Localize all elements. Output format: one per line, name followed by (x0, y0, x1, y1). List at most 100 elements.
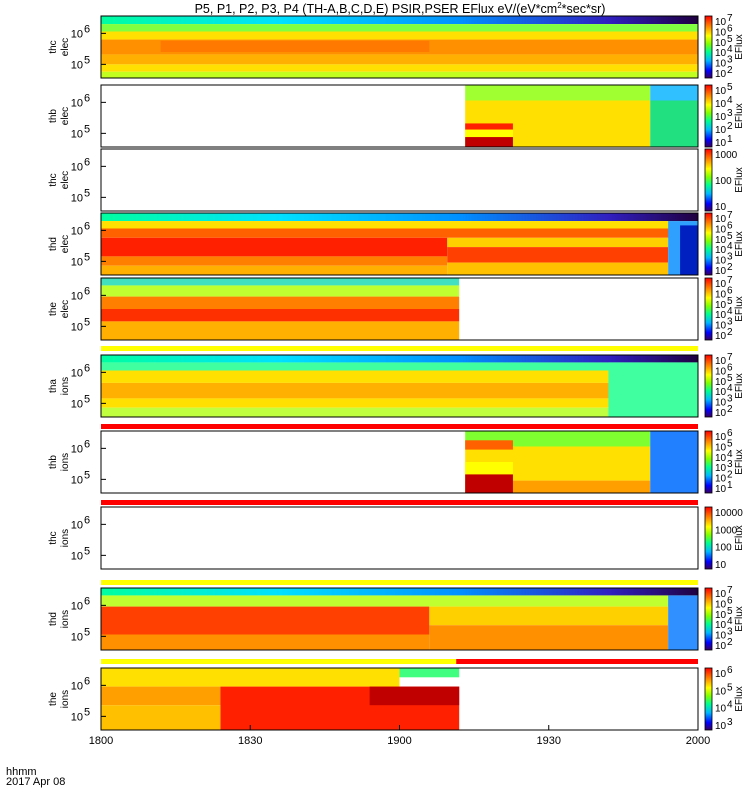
colorbar (704, 212, 713, 276)
spectrogram-cell (101, 228, 698, 238)
spectrogram-cell (680, 225, 698, 275)
spectrogram-cell (650, 431, 698, 493)
panel-species-label: ions (60, 690, 71, 708)
colorbar-tick-exponent: 3 (727, 55, 733, 66)
panel-probe-label: thc (48, 531, 59, 544)
panel-probe-label: the (48, 302, 59, 316)
colorbar-tick-label: 10 (715, 289, 727, 300)
y-tick-exponent: 6 (84, 23, 90, 35)
colorbar-tick-label: 10 (715, 256, 727, 267)
spectrogram-cell (447, 237, 669, 248)
colorbar-tick-exponent: 7 (727, 210, 733, 221)
colorbar-tick-exponent: 6 (727, 362, 733, 373)
panel-species-label: elec (60, 38, 71, 56)
spectrogram-cell (101, 237, 448, 257)
y-tick-exponent: 6 (84, 220, 90, 232)
colorbar-tick-label: 10 (715, 86, 727, 97)
colorbar (704, 148, 713, 212)
colorbar-tick-label: 10000 (715, 508, 743, 519)
colorbar-tick-label: 10 (715, 366, 727, 377)
spectrogram-cell (101, 370, 698, 383)
colorbar-label: EFlux (734, 103, 745, 129)
colorbar-tick-label: 10 (715, 377, 727, 388)
colorbar-tick-exponent: 6 (727, 285, 733, 296)
colorbar-tick-exponent: 2 (727, 470, 733, 481)
spectrogram-cell (101, 265, 448, 275)
colorbar-label: EFlux (734, 34, 745, 60)
colorbar-tick-label: 10 (715, 453, 727, 464)
x-tick-label: 1830 (238, 735, 262, 747)
panel-frame (100, 506, 699, 570)
panel-frame (100, 277, 699, 341)
colorbar-tick-label: 10 (715, 112, 727, 123)
y-tick-label: 10 (71, 600, 83, 612)
colorbar-tick-exponent: 4 (727, 700, 733, 711)
y-tick-exponent: 5 (84, 54, 90, 66)
spectrogram-cell (101, 355, 698, 363)
x-tick-label: 1930 (537, 735, 561, 747)
colorbar-tick-exponent: 7 (727, 13, 733, 24)
y-tick-exponent: 5 (84, 626, 90, 638)
colorbar-tick-label: 10 (715, 610, 727, 621)
colorbar-tick-exponent: 4 (727, 616, 733, 627)
title-text: P5, P1, P2, P3, P4 (TH-A,B,C,D,E) PSIR,P… (194, 2, 558, 17)
colorbar-tick-exponent: 1 (727, 134, 733, 145)
spectrogram-cell (465, 123, 513, 130)
panel-probe-label: thb (48, 455, 59, 469)
colorbar-tick-exponent: 4 (727, 241, 733, 252)
colorbar-label: EFlux (734, 525, 745, 551)
spectrogram-cell (101, 309, 460, 322)
spectrogram-cell (101, 31, 698, 40)
colorbar-tick-exponent: 6 (727, 220, 733, 231)
panel-probe-label: thc (48, 40, 59, 53)
y-tick-label: 10 (71, 711, 83, 723)
colorbar-tick-label: 1000 (715, 150, 738, 161)
colorbar-tick-exponent: 3 (727, 459, 733, 470)
spectrogram-cell (399, 668, 460, 678)
colorbar-tick-exponent: 5 (727, 82, 733, 93)
mode-bar-segment (101, 424, 698, 429)
colorbar-tick-exponent: 4 (727, 95, 733, 106)
spectrogram-cell (101, 256, 448, 266)
spectrogram-cell (101, 588, 698, 596)
colorbar-tick-exponent: 5 (727, 606, 733, 617)
y-tick-label: 10 (71, 192, 83, 204)
y-tick-label: 10 (71, 631, 83, 643)
y-tick-label: 10 (71, 256, 83, 268)
colorbar-tick-exponent: 5 (727, 34, 733, 45)
colorbar-tick-label: 10 (715, 387, 727, 398)
colorbar-tick-label: 10 (715, 641, 727, 652)
panel-probe-label: thc (48, 173, 59, 186)
panel-species-label: elec (60, 235, 71, 253)
colorbar-tick-label: 10 (715, 463, 727, 474)
panel-frame (100, 587, 699, 651)
spectrogram-cell (101, 705, 221, 730)
spectrogram-cell (465, 440, 513, 450)
colorbar-tick-exponent: 5 (727, 373, 733, 384)
y-tick-exponent: 6 (84, 514, 90, 526)
title-superscript: 2 (557, 1, 562, 10)
spectrogram-cell (101, 64, 698, 72)
spectrogram-cell (101, 71, 698, 78)
y-tick-label: 10 (71, 290, 83, 302)
colorbar-tick-exponent: 7 (727, 352, 733, 363)
x-tick-label: 2000 (686, 735, 710, 747)
colorbar-tick-label: 100 (715, 176, 732, 187)
y-tick-label: 10 (71, 59, 83, 71)
spectrogram-cell (465, 137, 513, 147)
colorbar (704, 354, 713, 418)
colorbar-tick-label: 10 (715, 484, 727, 495)
spectrogram-cell (101, 382, 698, 399)
colorbar-tick-label: 10 (715, 125, 727, 136)
y-tick-label: 10 (71, 519, 83, 531)
colorbar-tick-exponent: 7 (727, 275, 733, 286)
spectrogram-cell (101, 221, 698, 229)
colorbar-tick-exponent: 2 (727, 65, 733, 76)
panel-probe-label: tha (48, 379, 59, 393)
spectrogram-cell (650, 85, 698, 101)
y-tick-exponent: 5 (84, 545, 90, 557)
